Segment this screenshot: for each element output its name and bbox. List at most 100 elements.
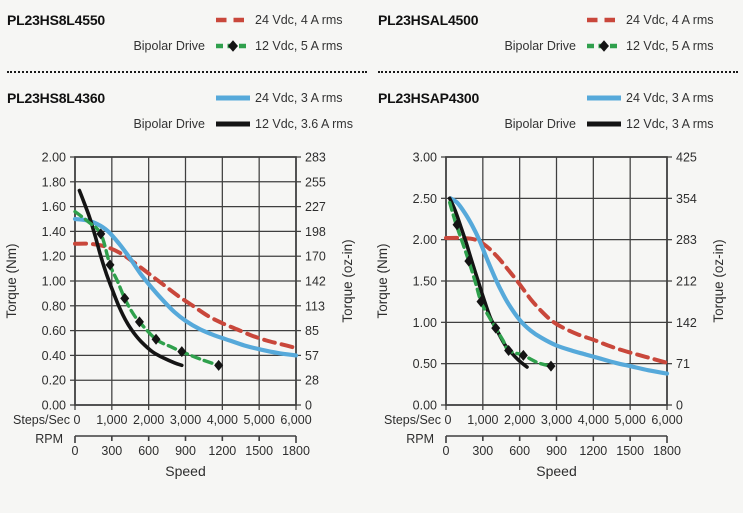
motor-panel-right: PL23HSAL4500 24 Vdc, 4 A rms Bipolar Dri… <box>371 0 742 494</box>
rpm-tick-label: 600 <box>138 444 159 458</box>
series-line-black <box>447 196 529 369</box>
y-tick-label: 198 <box>305 225 326 239</box>
series-line-red <box>73 241 298 350</box>
torque-speed-chart-right: 0.00 0.50 1.00 1.50 2.00 2.50 3.00 0 71 142 212 283… <box>375 151 726 480</box>
y-axis-right-labels: 0 28 57 85 113 142 170 198 227 255 283 <box>305 151 326 413</box>
y-tick-label: 0.80 <box>42 299 66 313</box>
series-line-blue <box>448 196 670 376</box>
rpm-tick-label: 300 <box>101 444 122 458</box>
rpm-tick-label: 300 <box>472 444 493 458</box>
y-tick-label: 0.00 <box>413 399 437 413</box>
y-tick-label: 2.00 <box>413 233 437 247</box>
y-tick-label: 142 <box>305 275 326 289</box>
y-axis-title-left: Torque (Nm) <box>4 243 19 318</box>
y-tick-label: 0 <box>305 399 312 413</box>
drive-type-label: Bipolar Drive <box>504 39 576 53</box>
panel-header: PL23HSAL4500 24 Vdc, 4 A rms Bipolar Dri… <box>371 0 742 137</box>
y-tick-label: 283 <box>305 151 326 165</box>
legend-label: 12 Vdc, 3.6 A rms <box>255 117 353 131</box>
rpm-tick-label: 0 <box>443 444 450 458</box>
y-tick-label: 85 <box>305 324 319 338</box>
legend-label: 24 Vdc, 3 A rms <box>255 91 343 105</box>
rpm-tick-label: 1500 <box>616 444 644 458</box>
motor-model-bottom: PL23HSAP4300 <box>378 90 480 106</box>
x-axis-rpm-scale: 0 300 600 900 1200 1500 1800 <box>443 435 681 458</box>
x-axis-row-label: Steps/Sec <box>13 413 70 427</box>
x-tick-label: 2,000 <box>504 413 535 427</box>
x-axis-steps-labels: Steps/Sec 0 1,000 2,000 3,000 4,000 5,000 6,000 <box>13 413 312 427</box>
y-tick-label: 354 <box>676 192 697 206</box>
legend-label: 12 Vdc, 5 A rms <box>626 39 714 53</box>
legend-line-icon <box>215 13 251 27</box>
legend-label: 12 Vdc, 3 A rms <box>626 117 714 131</box>
series-line-blue <box>72 216 299 358</box>
y-tick-label: 1.80 <box>42 175 66 189</box>
x-axis-title: Speed <box>165 463 205 479</box>
y-tick-label: 113 <box>305 299 325 313</box>
rpm-tick-label: 1200 <box>208 444 236 458</box>
y-axis-right-labels: 0 71 142 212 283 354 425 <box>676 151 697 413</box>
y-tick-label: 0.60 <box>42 324 66 338</box>
legend-label: 24 Vdc, 3 A rms <box>626 91 714 105</box>
y-tick-label: 255 <box>305 175 326 189</box>
drive-type-label: Bipolar Drive <box>504 117 576 131</box>
y-axis-title-right: Torque (oz-in) <box>711 239 726 322</box>
rpm-tick-label: 1200 <box>579 444 607 458</box>
y-tick-label: 142 <box>676 316 697 330</box>
legend-line-icon <box>586 117 622 131</box>
torque-curves-page: PL23HS8L4550 24 Vdc, 4 A rms Bipolar Dri… <box>0 0 742 494</box>
x-axis-row-label: Steps/Sec <box>384 413 441 427</box>
x-tick-label: 1,000 <box>96 413 127 427</box>
x-tick-label: 6,000 <box>280 413 311 427</box>
legend-label: 24 Vdc, 4 A rms <box>255 13 343 27</box>
rpm-tick-label: 600 <box>509 444 530 458</box>
panel-divider <box>378 71 738 73</box>
rpm-tick-label: 1800 <box>653 444 681 458</box>
y-tick-label: 2.50 <box>413 192 437 206</box>
y-tick-label: 71 <box>676 357 690 371</box>
x-tick-label: 2,000 <box>133 413 164 427</box>
x-tick-label: 4,000 <box>578 413 609 427</box>
y-tick-label: 57 <box>305 349 319 363</box>
series-diamond-markers <box>452 219 556 372</box>
panel-header: PL23HS8L4550 24 Vdc, 4 A rms Bipolar Dri… <box>0 0 371 137</box>
x-axis-rpm-scale: 0 300 600 900 1200 1500 1800 <box>72 435 310 458</box>
y-tick-label: 0.00 <box>42 399 66 413</box>
x-tick-label: 0 <box>445 413 452 427</box>
y-axis-left-labels: 0.00 0.50 1.00 1.50 2.00 2.50 3.00 <box>413 151 437 413</box>
x-tick-label: 3,000 <box>170 413 201 427</box>
motor-model-bottom: PL23HS8L4360 <box>7 90 105 106</box>
y-tick-label: 1.20 <box>42 250 66 264</box>
legend-label: 24 Vdc, 4 A rms <box>626 13 714 27</box>
motor-model-top: PL23HSAL4500 <box>378 12 479 28</box>
motor-panel-left: PL23HS8L4550 24 Vdc, 4 A rms Bipolar Dri… <box>0 0 371 494</box>
torque-speed-chart-left: 0.00 0.20 0.40 0.60 0.80 1.00 1.20 1.40 1.60 1.80… <box>4 151 355 480</box>
legend-line-icon <box>215 117 251 131</box>
y-tick-label: 2.00 <box>42 151 66 165</box>
legend-label: 12 Vdc, 5 A rms <box>255 39 343 53</box>
series-diamond-markers <box>96 228 224 371</box>
x-tick-label: 4,000 <box>207 413 238 427</box>
y-tick-label: 0.50 <box>413 357 437 371</box>
series-line-black <box>77 188 184 368</box>
x-axis-title: Speed <box>536 463 576 479</box>
rpm-tick-label: 900 <box>175 444 196 458</box>
legend-line-icon <box>215 91 251 105</box>
y-axis-left-labels: 0.00 0.20 0.40 0.60 0.80 1.00 1.20 1.40 1.60 1.80… <box>42 151 66 413</box>
y-tick-label: 0 <box>676 399 683 413</box>
y-tick-label: 3.00 <box>413 151 437 165</box>
y-tick-label: 283 <box>676 233 697 247</box>
y-axis-title-left: Torque (Nm) <box>375 243 390 318</box>
y-tick-label: 28 <box>305 374 319 388</box>
plot-border <box>445 156 668 406</box>
plot-border <box>74 156 297 406</box>
x-tick-label: 1,000 <box>467 413 498 427</box>
legend-line-icon <box>586 91 622 105</box>
rpm-tick-label: 1500 <box>245 444 273 458</box>
x-tick-label: 5,000 <box>244 413 275 427</box>
legend-line-icon <box>586 13 622 27</box>
drive-type-label: Bipolar Drive <box>133 117 205 131</box>
x-tick-label: 6,000 <box>651 413 682 427</box>
rpm-tick-label: 1800 <box>282 444 310 458</box>
y-tick-label: 212 <box>676 275 697 289</box>
